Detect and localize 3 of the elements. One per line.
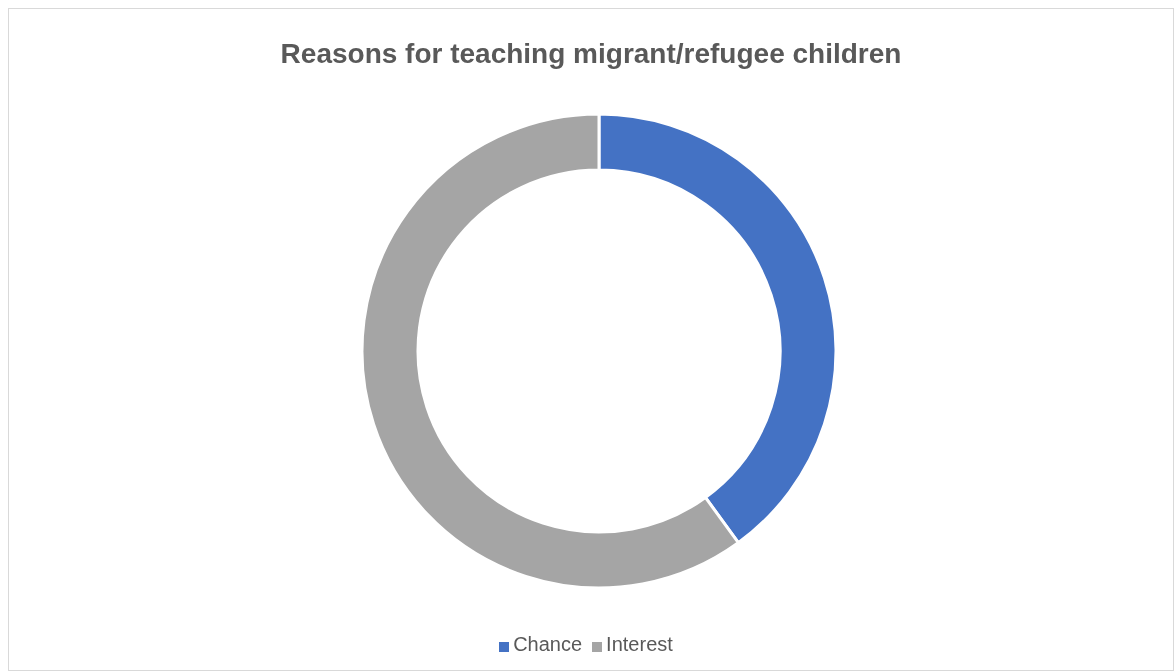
legend-label: Chance [513,633,583,655]
chart-title: Reasons for teaching migrant/refugee children [279,37,903,71]
legend-label: Interest [606,633,673,655]
